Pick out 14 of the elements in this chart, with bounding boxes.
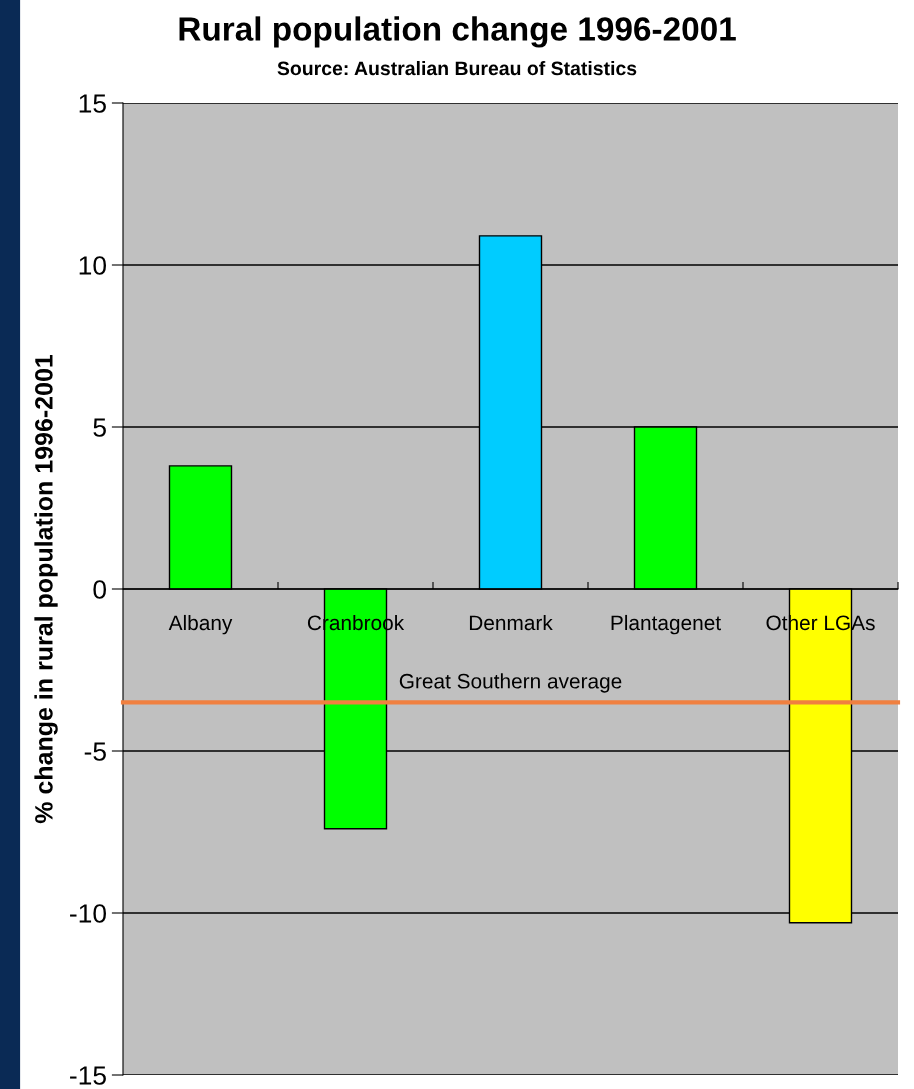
y-axis-title: % change in rural population 1996-2001: [34, 354, 58, 824]
chart-subtitle: Source: Australian Bureau of Statistics: [277, 60, 637, 76]
x-tick-label: Denmark: [469, 614, 553, 631]
x-tick-label: Albany: [168, 614, 233, 635]
y-tick-label: 15: [79, 94, 106, 113]
y-tick-label: -10: [70, 904, 106, 923]
y-tick-label: 0: [93, 580, 106, 599]
y-tick-label: -5: [84, 742, 106, 761]
y-tick-label: 10: [79, 256, 106, 275]
x-tick-label: Plantagenet: [611, 614, 721, 635]
y-tick-label: -15: [70, 1066, 106, 1085]
chart-title: Rural population change 1996-2001: [179, 16, 736, 48]
ref-line-label: Great Southern average: [399, 673, 622, 693]
y-tick-label: 5: [93, 418, 106, 437]
